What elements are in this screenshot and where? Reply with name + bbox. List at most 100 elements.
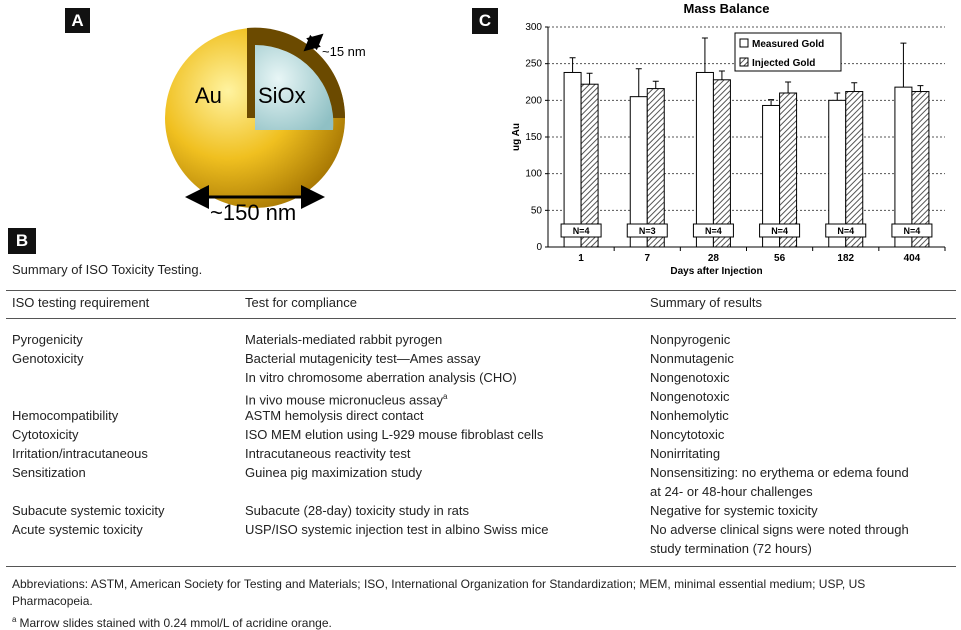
result: Nonpyrogenic [650, 332, 731, 347]
test-text: ISO MEM elution using L-929 mouse fibrob… [245, 427, 544, 442]
y-tick-label: 300 [525, 22, 542, 33]
x-tick-label: 56 [774, 253, 786, 264]
result: Negative for systemic toxicity [650, 503, 818, 518]
error-bar [834, 92, 841, 101]
test: In vitro chromosome aberration analysis … [245, 370, 517, 386]
legend-swatch [739, 57, 749, 67]
bar [894, 86, 913, 248]
column-header: ISO testing requirement [12, 295, 150, 310]
legend-label: Injected Gold [752, 58, 815, 69]
result: Nongenotoxic [650, 370, 730, 385]
test-text: In vivo mouse micronucleus assay [245, 392, 443, 408]
annotation-box [692, 223, 734, 238]
error-bar [900, 42, 907, 88]
error-bar [851, 82, 858, 92]
panel-label: C [472, 8, 498, 34]
test: ASTM hemolysis direct contact [245, 408, 423, 424]
annotation: N=4 [771, 226, 788, 236]
requirement: Genotoxicity [12, 351, 84, 366]
annotation: N=3 [639, 226, 656, 236]
table-rule [6, 318, 956, 319]
result: Nonsensitizing: no erythema or edema fou… [650, 465, 909, 480]
error-bar [768, 99, 775, 106]
x-tick-label: 28 [708, 253, 720, 264]
chart-title: Mass Balance [684, 1, 770, 16]
panel-label: B [8, 228, 36, 254]
test: Guinea pig maximization study [245, 465, 422, 481]
legend-box [734, 32, 842, 72]
table-caption: Summary of ISO Toxicity Testing. [12, 262, 203, 277]
shell-label: ~15 nm [322, 44, 366, 59]
annotation-box [626, 223, 668, 238]
bar [563, 71, 582, 248]
requirement: Acute systemic toxicity [12, 522, 143, 537]
test-text: Guinea pig maximization study [245, 465, 423, 480]
y-tick-label: 50 [531, 205, 543, 216]
result: at 24- or 48-hour challenges [650, 484, 813, 499]
y-tick-label: 200 [525, 95, 542, 106]
test-text: In vitro chromosome aberration analysis … [245, 370, 517, 385]
annotation-box [825, 223, 867, 238]
x-axis-label: Days after Injection [670, 266, 762, 277]
annotation-box [759, 223, 801, 238]
result: Noncytotoxic [650, 427, 725, 442]
annotation-box [560, 223, 602, 238]
annotation: N=4 [837, 226, 854, 236]
error-bar [586, 72, 593, 85]
annotation-box [891, 223, 933, 238]
bar [580, 83, 599, 248]
x-tick-label: 1 [578, 253, 584, 264]
y-tick-label: 0 [536, 242, 542, 253]
error-bar [569, 57, 576, 73]
test-text: Materials-mediated rabbit pyrogen [245, 332, 443, 347]
legend-label: Measured Gold [752, 39, 824, 50]
footnote-mark: a [12, 615, 17, 624]
test-text: Subacute (28-day) toxicity study in rats [245, 503, 469, 518]
test-text: Bacterial mutagenicity test—Ames assay [245, 351, 481, 366]
error-bar [785, 81, 792, 93]
footnote: Abbreviations: ASTM, American Society fo… [12, 577, 866, 591]
error-bar [701, 37, 708, 73]
requirement: Subacute systemic toxicity [12, 503, 165, 518]
x-tick-label: 7 [644, 253, 650, 264]
result: Nonhemolytic [650, 408, 729, 423]
result: Nonirritating [650, 446, 721, 461]
result: No adverse clinical signs were noted thr… [650, 522, 909, 537]
test: USP/ISO systemic injection test in albin… [245, 522, 548, 538]
test: Materials-mediated rabbit pyrogen [245, 332, 442, 348]
x-tick-label: 182 [837, 253, 854, 264]
annotation: N=4 [705, 226, 722, 236]
test-text: ASTM hemolysis direct contact [245, 408, 424, 423]
inner-label: SiOx [258, 83, 306, 108]
y-axis-label: ug Au [511, 123, 522, 151]
column-header: Test for compliance [245, 295, 357, 310]
footnote: a Marrow slides stained with 0.24 mmol/L … [12, 612, 332, 630]
diameter-label: ~150 nm [210, 200, 297, 225]
table-rule [6, 290, 956, 291]
test: In vivo mouse micronucleus assaya [245, 389, 447, 408]
test-text: Intracutaneous reactivity test [245, 446, 411, 461]
requirement: Irritation/intracutaneous [12, 446, 148, 461]
sphere-diagram [165, 27, 346, 209]
error-bar [652, 80, 659, 89]
bar [712, 79, 731, 248]
annotation: N=4 [904, 226, 921, 236]
footnote-mark: a [442, 392, 448, 401]
bar-chart: Mass Balance ug Au Days after Injection 0 50… [511, 1, 946, 277]
error-bar [635, 68, 642, 97]
y-tick-label: 150 [525, 132, 542, 143]
requirement: Cytotoxicity [12, 427, 79, 442]
test: Subacute (28-day) toxicity study in rats [245, 503, 469, 519]
outer-label: Au [195, 83, 222, 108]
panel-label: A [65, 8, 90, 33]
bar [646, 88, 665, 248]
requirement: Sensitization [12, 465, 86, 480]
y-tick-label: 100 [525, 169, 542, 180]
table-rule [6, 566, 956, 567]
bar [695, 71, 714, 248]
test: ISO MEM elution using L-929 mouse fibrob… [245, 427, 543, 443]
test: Bacterial mutagenicity test—Ames assay [245, 351, 481, 367]
legend-swatch [739, 38, 749, 48]
